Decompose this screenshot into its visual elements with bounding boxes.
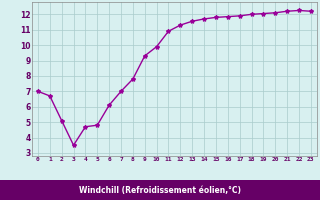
Text: Windchill (Refroidissement éolien,°C): Windchill (Refroidissement éolien,°C) — [79, 186, 241, 194]
